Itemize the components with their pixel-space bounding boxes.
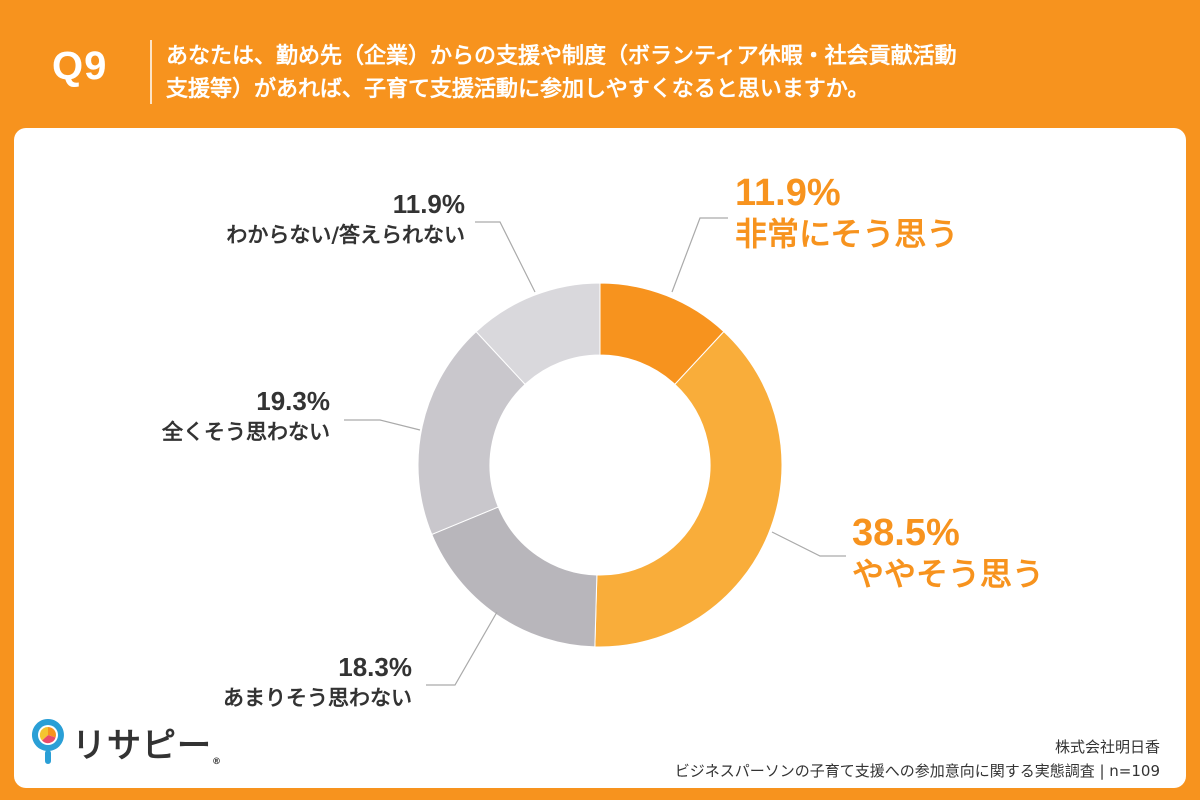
leader-line-5 (475, 221, 536, 293)
slice-category-label-2: ややそう思う (852, 555, 1044, 593)
chart-panel (14, 128, 1186, 788)
leader-line-1 (671, 217, 728, 293)
question-text: あなたは、勤め先（企業）からの支援や制度（ボランティア休暇・社会貢献活動 支援等… (166, 40, 1166, 106)
footer-survey: ビジネスパーソンの子育て支援への参加意向に関する実態調査 | n=109 (674, 762, 1160, 780)
footer-company: 株式会社明日香 (1054, 738, 1160, 756)
leader-line-4 (344, 419, 421, 431)
donut-slice-5 (475, 282, 601, 386)
leader-line-3 (426, 611, 498, 686)
slice-value-label-4: 19.3% (256, 386, 330, 416)
slice-category-label-5: わからない/答えられない (226, 223, 465, 247)
slice-value-label-1: 11.9% (735, 172, 841, 214)
slice-value-label-2: 38.5% (852, 512, 960, 554)
slice-category-label-1: 非常にそう思う (735, 215, 958, 253)
logo-wordmark: リサピー (72, 726, 212, 766)
slice-value-label-5: 11.9% (393, 189, 465, 219)
risapi-logo: リサピー® (28, 716, 221, 772)
magnifier-pie-icon (31, 719, 64, 764)
logo-registered-mark: ® (212, 757, 222, 767)
question-line-2: 支援等）があれば、子育て支援活動に参加しやすくなると思いますか。 (166, 77, 870, 102)
question-header: Q9 あなたは、勤め先（企業）からの支援や制度（ボランティア休暇・社会貢献活動 … (0, 0, 1200, 128)
donut-slice-2 (594, 330, 783, 648)
slice-category-label-3: あまりそう思わない (223, 686, 412, 710)
donut-slice-3 (431, 506, 598, 648)
slice-value-label-3: 18.3% (338, 652, 412, 682)
header-divider (150, 40, 152, 104)
question-line-1: あなたは、勤め先（企業）からの支援や制度（ボランティア休暇・社会貢献活動 (166, 44, 957, 69)
leader-line-2 (771, 531, 846, 557)
question-number: Q9 (52, 44, 108, 88)
slice-category-label-4: 全くそう思わない (161, 420, 330, 444)
